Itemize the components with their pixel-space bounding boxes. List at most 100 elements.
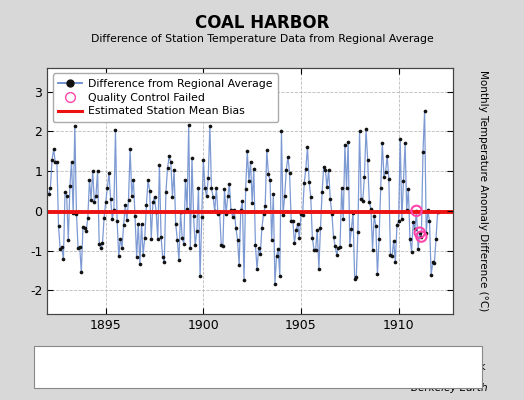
Point — [315, 266, 323, 272]
Point — [171, 220, 180, 227]
Point — [311, 247, 320, 253]
Point — [416, 230, 424, 236]
Point — [222, 210, 231, 217]
Point — [96, 245, 105, 252]
Point — [267, 237, 276, 244]
Point — [365, 198, 374, 205]
Point — [261, 203, 269, 209]
Text: Station Move: Station Move — [60, 362, 132, 372]
Point — [134, 220, 143, 227]
Point — [272, 252, 281, 259]
Point — [162, 188, 170, 195]
Point — [188, 155, 196, 161]
Point — [89, 168, 97, 174]
Text: Difference of Station Temperature Data from Regional Average: Difference of Station Temperature Data f… — [91, 34, 433, 44]
Point — [124, 197, 133, 203]
Point — [82, 227, 91, 234]
Point — [360, 173, 368, 180]
Point — [217, 241, 225, 248]
Legend: Difference from Regional Average, Quality Control Failed, Estimated Station Mean: Difference from Regional Average, Qualit… — [52, 74, 278, 122]
Point — [208, 185, 216, 192]
Point — [170, 167, 178, 173]
Point — [310, 247, 318, 253]
Point — [430, 260, 439, 266]
Point — [72, 210, 81, 217]
Point — [380, 173, 388, 180]
Point — [399, 178, 408, 184]
Point — [211, 208, 219, 214]
Point — [180, 240, 188, 247]
Point — [174, 257, 183, 263]
Point — [393, 222, 401, 229]
Point — [269, 191, 278, 198]
Point — [66, 183, 74, 189]
Point — [147, 236, 156, 242]
Point — [386, 252, 395, 258]
Point — [118, 244, 126, 251]
Point — [280, 192, 289, 199]
Point — [313, 226, 321, 233]
Point — [352, 274, 361, 280]
Point — [347, 226, 356, 232]
Point — [429, 259, 437, 265]
Point — [87, 197, 95, 203]
Point — [373, 271, 381, 277]
Point — [357, 196, 365, 202]
Point — [412, 208, 421, 214]
Point — [99, 240, 107, 246]
Point — [308, 234, 316, 241]
Point — [77, 269, 85, 275]
Point — [56, 246, 64, 252]
Point — [233, 236, 242, 243]
Text: Time of Obs. Change: Time of Obs. Change — [270, 362, 384, 372]
Point — [236, 207, 245, 214]
Point — [298, 212, 307, 218]
Point — [95, 241, 103, 247]
Point — [238, 198, 247, 204]
Point — [205, 122, 214, 129]
Point — [62, 192, 71, 199]
Point — [150, 194, 159, 200]
Point — [214, 211, 222, 218]
Point — [212, 184, 221, 191]
Text: ■: ■ — [390, 361, 402, 374]
Point — [323, 184, 331, 191]
Point — [191, 242, 200, 248]
Point — [116, 235, 125, 242]
Point — [181, 177, 190, 183]
Point — [362, 126, 370, 132]
Point — [242, 185, 250, 192]
Point — [106, 196, 115, 202]
Point — [303, 144, 312, 150]
Point — [433, 209, 442, 215]
Point — [351, 275, 359, 282]
Point — [395, 218, 403, 225]
Point — [290, 240, 299, 246]
Point — [198, 214, 206, 220]
Point — [321, 167, 330, 173]
Point — [251, 242, 259, 248]
Point — [349, 210, 357, 216]
Point — [375, 236, 383, 242]
Point — [92, 192, 100, 199]
Point — [165, 153, 173, 160]
Point — [111, 127, 119, 134]
Point — [215, 209, 224, 216]
Point — [46, 184, 54, 191]
Point — [80, 225, 89, 232]
Point — [331, 243, 340, 249]
Point — [354, 228, 362, 235]
Point — [370, 212, 378, 219]
Point — [422, 230, 430, 237]
Point — [409, 219, 418, 225]
Point — [411, 226, 419, 232]
Point — [149, 199, 157, 206]
Point — [263, 147, 271, 154]
Point — [249, 166, 258, 172]
Point — [377, 185, 385, 191]
Point — [64, 237, 72, 243]
Point — [401, 140, 409, 147]
Point — [146, 187, 154, 194]
Point — [271, 281, 279, 287]
Point — [225, 181, 234, 187]
